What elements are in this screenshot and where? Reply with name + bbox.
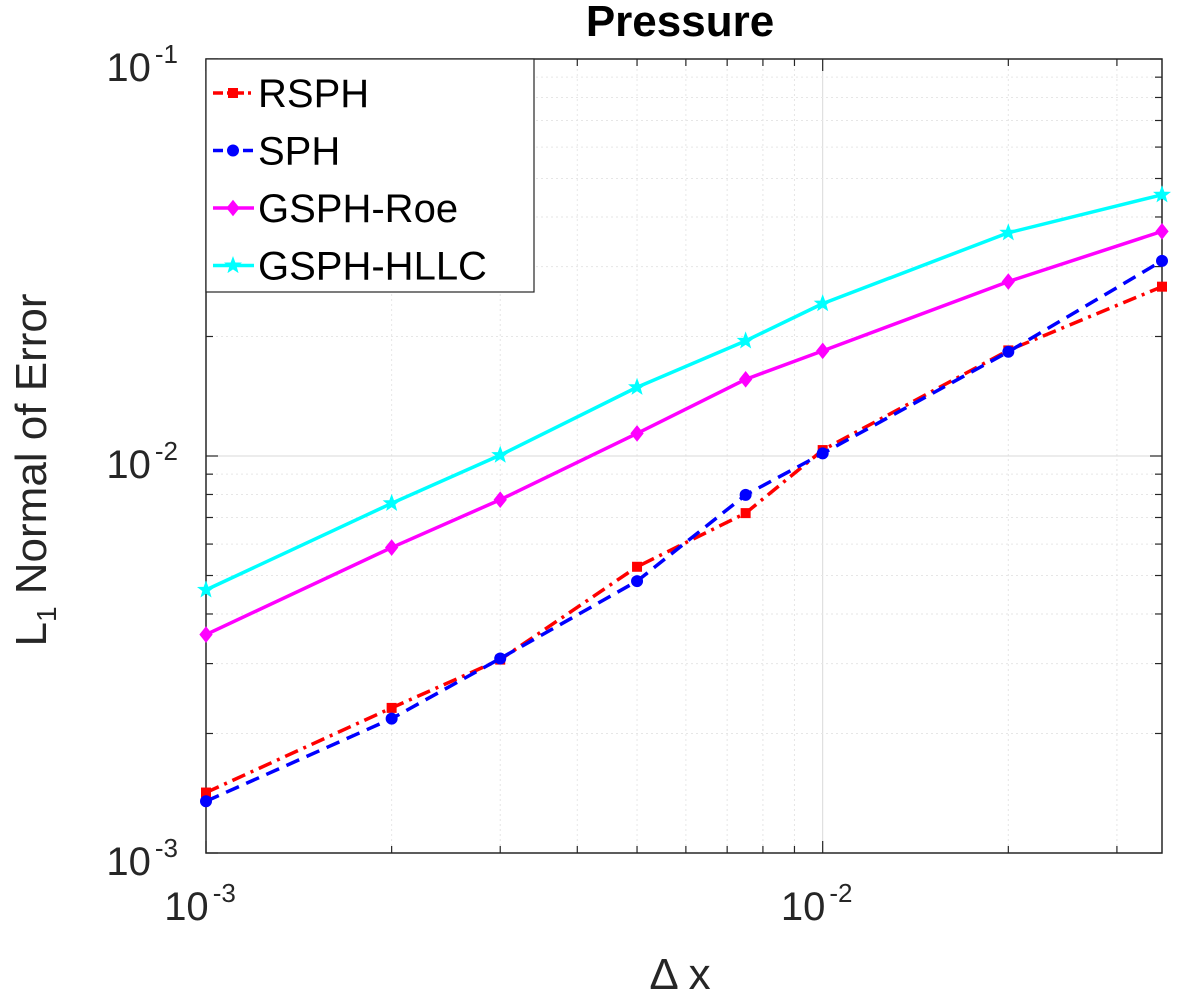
- data-point: [199, 626, 213, 643]
- data-point: [816, 447, 829, 460]
- legend-swatch-marker: [223, 256, 243, 274]
- legend-label: SPH: [258, 130, 340, 174]
- data-point: [632, 561, 643, 572]
- y-tick-label: 10 -1: [106, 39, 178, 90]
- legend-label: GSPH-Roe: [258, 187, 458, 231]
- data-point: [813, 294, 832, 312]
- legend-entry: RSPH: [213, 72, 369, 116]
- y-axis-label: L1 Normal of Error: [7, 293, 62, 646]
- data-point: [1155, 223, 1169, 240]
- series-rsph: [201, 281, 1167, 798]
- data-point: [1156, 254, 1168, 267]
- series-gsph-roe: [199, 223, 1169, 643]
- series-line: [205, 259, 1163, 803]
- series-lines: [196, 185, 1172, 808]
- legend-swatch-marker: [228, 88, 238, 98]
- data-point: [1002, 345, 1015, 358]
- data-point: [1001, 273, 1015, 290]
- y-tick-label: 10 -2: [106, 436, 178, 487]
- data-point: [1157, 281, 1167, 292]
- y-axis-label-base: L: [7, 622, 56, 646]
- data-point: [631, 575, 644, 588]
- data-point: [196, 580, 216, 598]
- legend: RSPH SPH GSPH-Roe GSPH-HLLC: [205, 58, 535, 293]
- data-point: [382, 493, 401, 511]
- series-gsph-hllc: [196, 185, 1172, 598]
- legend-label: GSPH-HLLC: [258, 245, 487, 289]
- data-point: [630, 425, 644, 442]
- y-axis-label-subscript: 1: [31, 606, 62, 622]
- data-point: [740, 508, 751, 519]
- x-tick-label: 10 -3: [164, 878, 236, 929]
- data-point: [386, 702, 397, 713]
- series-sph: [200, 254, 1168, 808]
- series-line: [205, 229, 1163, 637]
- data-point: [494, 652, 507, 665]
- legend-swatch-marker: [226, 199, 240, 217]
- legend-entry: GSPH-Roe: [213, 187, 458, 231]
- data-point: [1152, 185, 1172, 203]
- legend-label: RSPH: [258, 72, 369, 116]
- x-tick-label: 10 -2: [781, 878, 853, 929]
- data-point: [200, 795, 212, 808]
- y-axis-label-rest: Normal of Error: [7, 293, 56, 606]
- data-point: [493, 491, 507, 509]
- data-point: [491, 445, 510, 463]
- data-point: [384, 539, 399, 556]
- data-point: [628, 377, 647, 395]
- x-axis-label: Δ x: [649, 950, 710, 994]
- data-point: [739, 488, 752, 501]
- legend-swatch-marker: [227, 144, 239, 157]
- series-line: [205, 285, 1163, 795]
- legend-entry: SPH: [213, 130, 340, 174]
- legend-box: [205, 58, 535, 293]
- y-tick-label: 10 -3: [106, 833, 178, 884]
- data-point: [999, 223, 1018, 241]
- chart-title: Pressure: [586, 0, 774, 46]
- data-point: [738, 371, 753, 388]
- series-line: [205, 193, 1163, 592]
- data-point: [385, 712, 398, 725]
- data-point: [816, 342, 830, 360]
- legend-entry: GSPH-HLLC: [213, 245, 487, 289]
- data-point: [736, 331, 755, 349]
- axis-ticks: 10 -3 10 -2 10 -3 10 -2 10 -1: [106, 39, 1162, 929]
